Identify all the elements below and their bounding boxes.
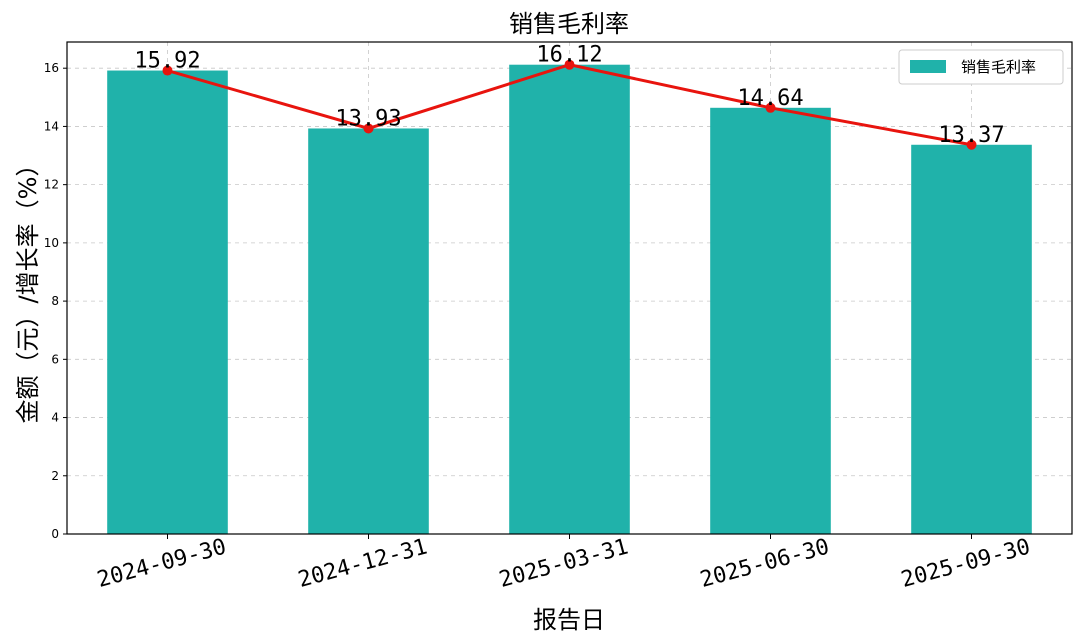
bar [509,64,630,534]
y-tick-label: 16 [44,61,59,75]
line-point [966,139,977,150]
y-tick-label: 6 [51,352,59,366]
x-tick-label: 2024-09-30 [95,535,229,593]
line-point [363,123,374,134]
data-label: 14.64 [737,86,803,111]
bar [911,144,1032,535]
legend: 销售毛利率 [898,49,1064,85]
legend-frame [898,49,1064,85]
y-axis: 0 2 4 6 8 10 12 14 16 [44,61,67,541]
x-tick-label: 2025-09-30 [899,535,1033,593]
data-label: 13.37 [938,123,1004,148]
legend-swatch [910,60,946,73]
bars [107,64,1032,535]
y-tick-label: 8 [51,294,59,308]
x-axis-label: 报告日 [533,606,605,634]
line-point [564,59,575,70]
y-tick-label: 0 [51,527,59,541]
bar [107,70,228,534]
y-tick-label: 10 [44,236,59,250]
data-labels: 15.92 13.93 16.12 14.64 13.37 [134,43,1004,148]
y-tick-label: 4 [51,411,59,425]
data-label: 13.93 [335,106,401,131]
y-tick-label: 12 [44,178,59,192]
line-point [162,65,173,76]
trend-line [162,59,977,150]
line-point [765,102,776,113]
y-axis-label: 金额（元）/增长率（%） [14,153,42,424]
x-tick-label: 2024-12-31 [296,535,430,593]
legend-label: 销售毛利率 [961,58,1036,76]
data-label: 16.12 [536,43,602,68]
bar [710,107,831,535]
x-tick-label: 2025-03-31 [497,535,631,593]
y-tick-label: 2 [51,469,59,483]
chart-title: 销售毛利率 [509,10,629,38]
x-axis: 2024-09-30 2024-12-31 2025-03-31 2025-06-30… [95,534,1033,593]
bar [308,128,429,534]
x-tick-label: 2025-06-30 [698,535,832,593]
data-label: 15.92 [134,49,200,74]
y-tick-label: 14 [44,119,59,133]
